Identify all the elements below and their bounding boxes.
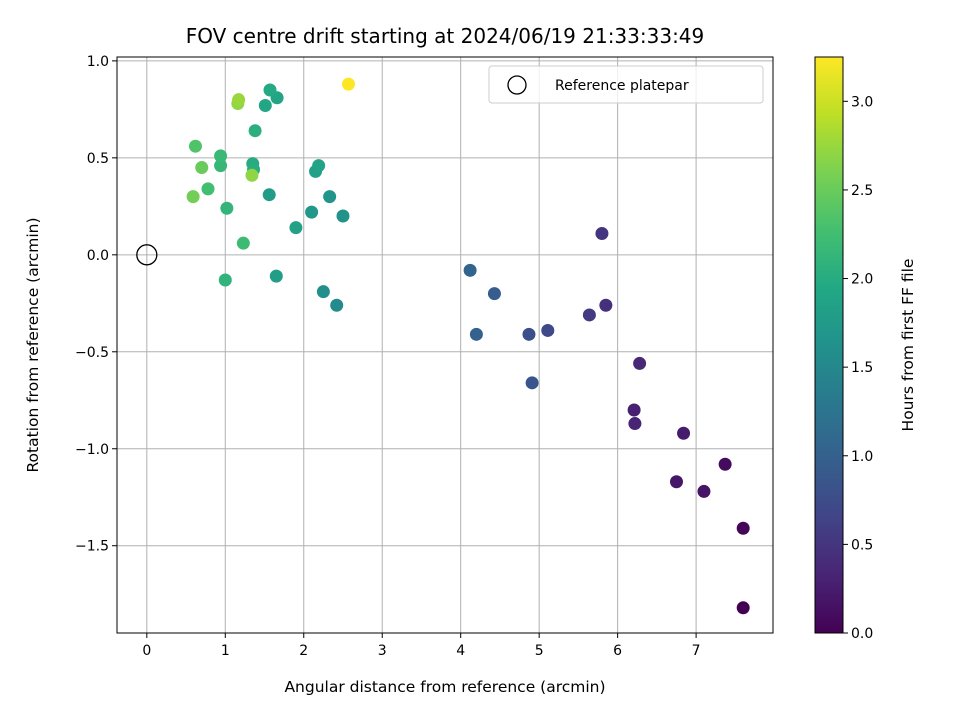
data-point <box>245 168 259 182</box>
y-tick-label: −1.0 <box>75 442 109 458</box>
colorbar-tick-label: 3.0 <box>851 94 873 110</box>
data-point <box>201 182 215 196</box>
chart-title: FOV centre drift starting at 2024/06/19 … <box>186 24 705 48</box>
data-point <box>541 323 555 337</box>
data-point <box>525 376 539 390</box>
data-point <box>697 484 711 498</box>
y-tick-label: 0.5 <box>87 151 109 167</box>
plot-frame <box>116 56 774 634</box>
data-point <box>341 77 355 91</box>
data-point <box>463 263 477 277</box>
legend-marker-reference <box>507 75 527 95</box>
colorbar-gradient <box>815 57 843 633</box>
data-point <box>258 98 272 112</box>
data-point <box>214 159 228 173</box>
data-point <box>487 287 501 301</box>
y-tick-label: −1.5 <box>75 539 109 555</box>
data-point <box>188 139 202 153</box>
colorbar-tick-label: 0.0 <box>851 626 873 642</box>
x-tick-label: 4 <box>456 643 465 659</box>
y-tick-label: −0.5 <box>75 345 109 361</box>
data-point <box>336 209 350 223</box>
data-point <box>186 190 200 204</box>
x-tick-label: 3 <box>378 643 387 659</box>
y-tick-label: 1.0 <box>87 54 109 70</box>
data-point <box>289 221 303 235</box>
data-point <box>736 601 750 615</box>
data-point <box>236 236 250 250</box>
data-point <box>220 201 234 215</box>
data-point <box>718 457 732 471</box>
data-point <box>218 273 232 287</box>
data-point <box>330 298 344 312</box>
colorbar-frame <box>814 56 844 634</box>
colorbar-label: Hours from first FF file <box>899 259 917 432</box>
data-point <box>469 327 483 341</box>
data-point <box>522 327 536 341</box>
axis-ticks: 0 1 2 3 4 5 6 7 −1.5 −1.0 −0.5 0.0 0.5 1.0 <box>75 54 701 659</box>
legend: Reference platepar <box>488 65 764 104</box>
colorbar-tick-label: 1.0 <box>851 449 873 465</box>
data-point <box>599 298 613 312</box>
reference-point-marker <box>136 244 158 266</box>
data-point <box>262 188 276 202</box>
legend-box <box>488 65 764 104</box>
colorbar-tick-label: 2.0 <box>851 272 873 288</box>
colorbar-ticks: 0.0 0.5 1.0 1.5 2.0 2.5 3.0 <box>843 94 873 642</box>
data-point <box>248 124 262 138</box>
data-point <box>263 83 277 97</box>
data-point <box>232 93 246 107</box>
colorbar-tick-label: 2.5 <box>851 183 873 199</box>
data-point <box>582 308 596 322</box>
data-point <box>195 161 209 175</box>
data-point <box>669 475 683 489</box>
x-tick-label: 6 <box>613 643 622 659</box>
x-tick-label: 5 <box>535 643 544 659</box>
x-tick-label: 1 <box>221 643 230 659</box>
data-point <box>628 417 642 431</box>
data-point <box>627 403 641 417</box>
colorbar: 0.0 0.5 1.0 1.5 2.0 2.5 3.0 Hours from first F… <box>814 56 917 642</box>
x-tick-label: 0 <box>142 643 151 659</box>
y-axis-label: Rotation from reference (arcmin) <box>24 217 42 472</box>
data-point <box>633 356 647 370</box>
colorbar-tick-label: 1.5 <box>851 360 873 376</box>
data-point <box>316 285 330 299</box>
colorbar-tick-label: 0.5 <box>851 537 873 553</box>
data-point <box>595 226 609 240</box>
grid <box>117 57 773 633</box>
x-axis-label: Angular distance from reference (arcmin) <box>284 678 605 696</box>
data-point <box>736 521 750 535</box>
data-point <box>214 149 228 163</box>
data-points <box>136 77 750 615</box>
x-tick-label: 2 <box>299 643 308 659</box>
x-tick-label: 7 <box>692 643 701 659</box>
data-point <box>677 426 691 440</box>
data-point <box>269 269 283 283</box>
legend-label-reference: Reference platepar <box>555 78 689 94</box>
data-point <box>323 190 337 204</box>
y-tick-label: 0.0 <box>87 248 109 264</box>
data-point <box>305 205 319 219</box>
data-point <box>312 159 326 173</box>
